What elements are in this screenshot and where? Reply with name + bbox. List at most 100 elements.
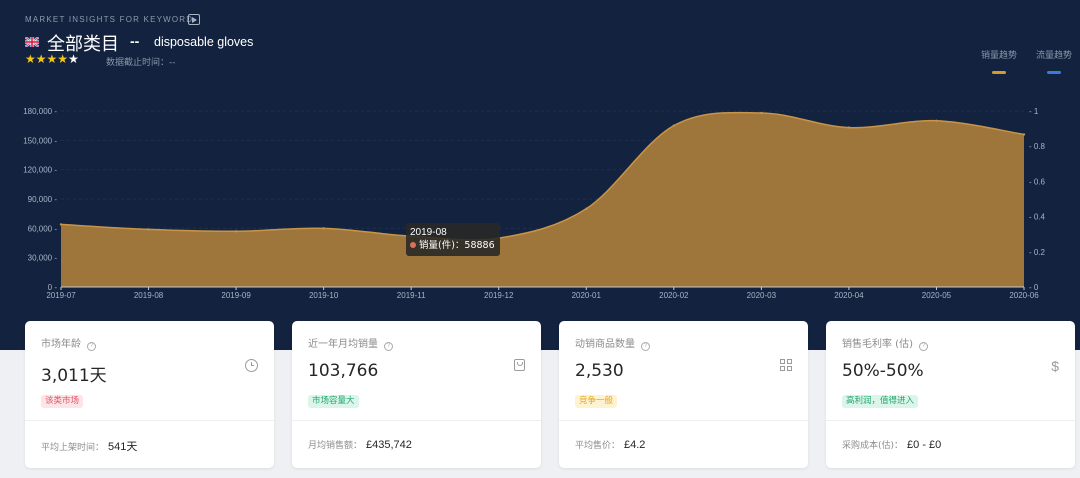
help-icon[interactable]: ? <box>87 342 96 351</box>
metric-card-gross-margin: 销售毛利率 (估)? 50%-50% $ 高利润，值得进入 采购成本(估)： £0… <box>826 321 1075 468</box>
star-icon: ★ <box>35 52 47 66</box>
card-divider <box>559 420 808 421</box>
card-value: 2,530 <box>575 361 624 381</box>
card-divider <box>826 420 1075 421</box>
star-icon: ★ <box>68 52 79 66</box>
video-play-icon[interactable] <box>188 14 200 25</box>
y-tick-label-right: - 0.6 <box>1029 177 1046 186</box>
series-dot <box>410 242 416 248</box>
sales-point <box>672 124 676 127</box>
star-rating: ★★★★★ <box>25 52 79 66</box>
card-label: 销售毛利率 (估)? <box>842 335 928 351</box>
legend-traffic-trend[interactable]: 流量趋势 <box>1036 48 1072 74</box>
y-tick-label-right: - 0.4 <box>1029 213 1046 222</box>
y-tick-label-left: 30,000 - <box>28 254 58 263</box>
legend-traffic-swatch <box>1047 71 1061 74</box>
tooltip-value: 58886 <box>464 240 495 251</box>
sales-point <box>1022 133 1026 136</box>
card-tag: 该类市场 <box>41 395 84 408</box>
card-foot-label: 月均销售额： <box>308 441 363 451</box>
sales-point <box>147 228 150 231</box>
card-foot-label: 平均上架时间： <box>41 443 105 453</box>
metric-card-active-products: 动销商品数量? 2,530 竞争一般 平均售价： £4.2 <box>559 321 808 468</box>
x-tick-label: 2020-02 <box>659 291 689 300</box>
legend-traffic-label: 流量趋势 <box>1036 51 1073 61</box>
y-tick-label-right: - 0.8 <box>1029 142 1046 151</box>
sales-point <box>847 126 851 129</box>
card-value: 50%-50% <box>842 361 924 381</box>
card-divider <box>292 420 541 421</box>
card-label: 动销商品数量? <box>575 335 650 351</box>
card-label-text: 动销商品数量 <box>575 339 635 350</box>
eyebrow-title: MARKET INSIGHTS FOR KEYWORD <box>25 15 194 24</box>
card-foot-label: 平均售价： <box>575 441 621 451</box>
card-label: 近一年月均销量? <box>308 335 393 351</box>
sales-trend-chart[interactable]: 0 - 30,000 - 60,000 - 90,000 - 120,000 - 150,… <box>0 95 1080 305</box>
card-foot-value: £0 - £0 <box>907 439 942 451</box>
keyword-title: disposable gloves <box>154 35 254 49</box>
y-tick-label-left: 60,000 - <box>28 224 58 233</box>
sales-line <box>60 111 1025 241</box>
tooltip-label: 销量(件)： <box>419 240 465 251</box>
sales-point <box>322 227 325 230</box>
card-tag: 高利润，值得进入 <box>842 395 919 408</box>
card-footer: 采购成本(估)： £0 - £0 <box>842 438 941 451</box>
legend-sales-label: 销量趋势 <box>981 51 1018 61</box>
star-icon: ★ <box>57 52 69 66</box>
x-tick-label: 2019-08 <box>134 291 164 300</box>
metric-card-market-age: 市场年龄? 3,011天 该类市场 平均上架时间： 541天 <box>25 321 274 468</box>
clock-icon <box>245 359 258 372</box>
card-label-text: 销售毛利率 (估) <box>842 339 913 350</box>
legend-sales-trend[interactable]: 销量趋势 <box>981 48 1017 74</box>
y-tick-label-left: 180,000 - <box>23 107 57 116</box>
x-tick-label: 2020-01 <box>572 291 602 300</box>
y-tick-label-left: 90,000 - <box>28 195 58 204</box>
x-tick-label: 2019-10 <box>309 291 339 300</box>
card-tag: 市场容量大 <box>308 395 359 408</box>
x-tick-label: 2020-06 <box>1009 291 1039 300</box>
grid-icon <box>780 359 792 371</box>
star-icon: ★ <box>46 52 58 66</box>
data-cutoff-date: 数据截止时间：-- <box>106 58 176 68</box>
card-divider <box>25 420 274 421</box>
y-tick-label-left: 120,000 - <box>23 166 57 175</box>
x-tick-label: 2019-11 <box>397 291 426 300</box>
title-separator: -- <box>130 33 140 49</box>
x-tick-label: 2020-04 <box>834 291 864 300</box>
metric-card-monthly-sales: 近一年月均销量? 103,766 市场容量大 月均销售额： £435,742 <box>292 321 541 468</box>
card-label-text: 市场年龄 <box>41 339 81 350</box>
help-icon[interactable]: ? <box>918 342 928 351</box>
uk-flag-icon <box>25 37 39 47</box>
sales-point <box>59 223 63 226</box>
card-footer: 平均售价： £4.2 <box>575 438 645 451</box>
card-foot-label: 采购成本(估)： <box>842 441 904 451</box>
y-tick-label-right: - 0.2 <box>1029 248 1046 257</box>
y-tick-label-left: 150,000 - <box>23 136 57 145</box>
card-foot-value: 541天 <box>108 441 138 453</box>
sales-point <box>935 119 938 122</box>
sales-area <box>61 112 1024 287</box>
star-icon: ★ <box>25 52 36 66</box>
card-footer: 平均上架时间： 541天 <box>41 438 137 454</box>
tooltip-row: 销量(件)：58886 <box>410 239 495 252</box>
sales-point <box>760 111 763 115</box>
x-tick-label: 2019-09 <box>221 291 251 300</box>
sales-point <box>234 230 238 233</box>
help-icon[interactable]: ? <box>641 342 650 351</box>
card-value: 3,011天 <box>41 366 107 386</box>
x-tick-label: 2019-07 <box>46 291 76 300</box>
y-tick-label-right: - 1 <box>1029 107 1039 116</box>
category-title: 全部类目 <box>47 34 119 55</box>
x-tick-label: 2020-03 <box>747 291 777 300</box>
chart-tooltip: 2019-08 销量(件)：58886 <box>406 223 500 256</box>
card-foot-value: £435,742 <box>366 439 412 451</box>
x-tick-label: 2019-12 <box>484 291 514 300</box>
card-foot-value: £4.2 <box>624 439 646 451</box>
help-icon[interactable]: ? <box>384 342 393 351</box>
legend-sales-swatch <box>992 71 1006 74</box>
shopping-bag-icon <box>514 359 525 371</box>
x-tick-label: 2020-05 <box>922 291 952 300</box>
card-label: 市场年龄? <box>41 335 96 351</box>
tooltip-date: 2019-08 <box>410 227 447 238</box>
y-tick-label-right: - 0 <box>1029 283 1039 292</box>
